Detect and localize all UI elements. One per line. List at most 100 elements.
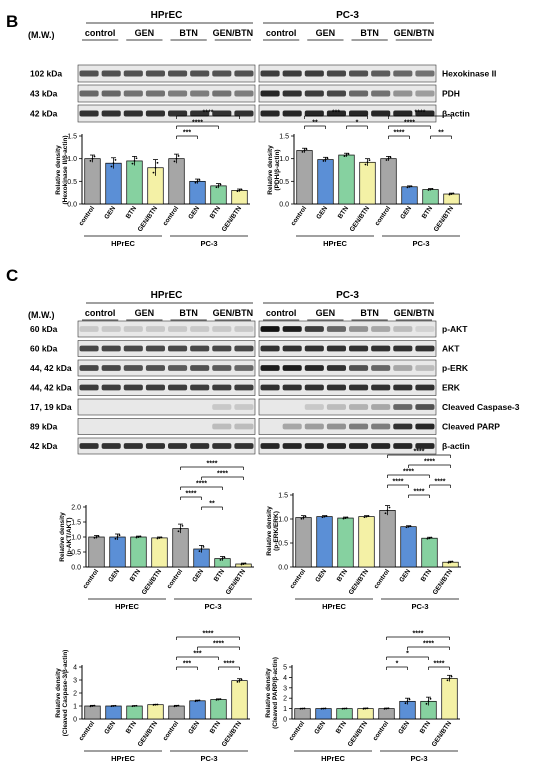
group-label: PC-3: [412, 239, 429, 248]
data-point: [177, 530, 180, 533]
blot-band: [123, 70, 143, 77]
data-point: [407, 525, 410, 528]
x-tick-label: GEN/BTN: [221, 205, 244, 233]
blot-band: [234, 326, 254, 332]
data-point: [447, 561, 450, 564]
y-tick-label: 0: [283, 717, 287, 724]
blot-band: [371, 90, 391, 97]
blot-strip: [258, 359, 437, 377]
data-point: [368, 159, 371, 162]
y-axis-label: Relative density: [266, 506, 273, 556]
blot-band: [79, 365, 99, 371]
sig-label: *: [396, 661, 399, 668]
data-point: [135, 536, 138, 539]
data-point: [430, 536, 433, 539]
data-point: [452, 192, 455, 195]
blot-band: [260, 90, 280, 97]
blot-band: [190, 345, 210, 352]
bar: [109, 536, 126, 568]
blot-band: [145, 70, 165, 77]
sig-label: ****: [435, 479, 446, 486]
protein-label: Cleaved PARP: [442, 422, 500, 432]
blot-band: [393, 70, 413, 77]
y-axis-label: Relative density: [267, 145, 274, 195]
mw-label: (M.W.): [28, 30, 55, 40]
data-point: [173, 705, 176, 708]
blot-strip: [258, 64, 437, 83]
data-point: [408, 185, 411, 188]
bar: [189, 700, 206, 720]
data-point: [133, 705, 136, 707]
treatment-label: control: [85, 308, 116, 318]
data-point: [367, 515, 370, 517]
data-point: [135, 704, 138, 707]
blot-band: [212, 423, 232, 430]
blot-band: [79, 70, 99, 77]
data-point: [152, 704, 155, 706]
x-tick-label: BTN: [129, 568, 143, 583]
data-point: [236, 680, 239, 683]
blot-band: [168, 365, 188, 371]
data-point: [362, 708, 365, 710]
x-tick-label: GEN/BTN: [225, 568, 248, 596]
blot-band: [282, 70, 302, 77]
data-point: [116, 536, 119, 538]
bar: [401, 186, 418, 205]
blot-band: [212, 404, 232, 410]
blot-band: [212, 443, 232, 449]
data-point: [236, 190, 239, 193]
blot-band: [393, 345, 413, 352]
data-point: [110, 165, 113, 168]
blot-band: [304, 423, 324, 430]
kda-label: 102 kDa: [30, 69, 62, 79]
data-point: [221, 557, 224, 560]
data-point: [347, 153, 350, 155]
panel-letter-c: C: [6, 266, 18, 285]
data-point: [219, 183, 222, 186]
data-point: [429, 697, 432, 700]
data-point: [324, 158, 327, 161]
group-label: HPrEC: [115, 602, 139, 611]
data-point: [324, 707, 327, 710]
data-point: [240, 188, 243, 191]
data-point: [177, 155, 180, 157]
blot-band: [371, 384, 391, 391]
data-point: [304, 515, 307, 518]
data-point: [342, 517, 345, 520]
blot-band: [371, 404, 391, 410]
data-point: [341, 707, 344, 710]
data-point: [386, 509, 389, 512]
sig-label: ****: [403, 469, 414, 476]
blot-band: [190, 70, 210, 77]
data-point: [449, 561, 452, 564]
blot-band: [190, 365, 210, 371]
x-tick-label: GEN/BTN: [137, 720, 160, 748]
x-tick-label: BTN: [125, 720, 139, 735]
bar: [231, 190, 248, 205]
blot-band: [304, 326, 324, 332]
blot-band: [326, 326, 346, 332]
blot-band: [304, 70, 324, 77]
data-point: [198, 550, 201, 553]
blot-band: [101, 70, 121, 77]
group-label: HPrEC: [323, 239, 347, 248]
sig-label: ****: [203, 110, 214, 117]
blot-band: [168, 110, 188, 117]
treatment-label: GEN/BTN: [394, 308, 435, 318]
data-point: [325, 515, 328, 517]
x-tick-label: GEN: [398, 568, 412, 584]
treatment-label: BTN: [179, 28, 198, 38]
x-tick-label: BTN: [213, 568, 227, 583]
blot-band: [123, 384, 143, 391]
blot-band: [349, 110, 369, 117]
bar-chart-hexokinase: 0.0 0.5 1.0 1.5 Relative density (Hexokinase …: [55, 110, 250, 248]
data-point: [194, 181, 197, 184]
y-tick-label: 0.0: [71, 565, 81, 572]
treatment-label: BTN: [360, 308, 379, 318]
bar: [336, 708, 353, 720]
group-label: HPrEC: [322, 602, 346, 611]
y-axis-label: Relative density: [55, 668, 62, 718]
blot-band: [326, 90, 346, 97]
blot-strip: [258, 84, 437, 103]
group-label: PC-3: [411, 602, 428, 611]
